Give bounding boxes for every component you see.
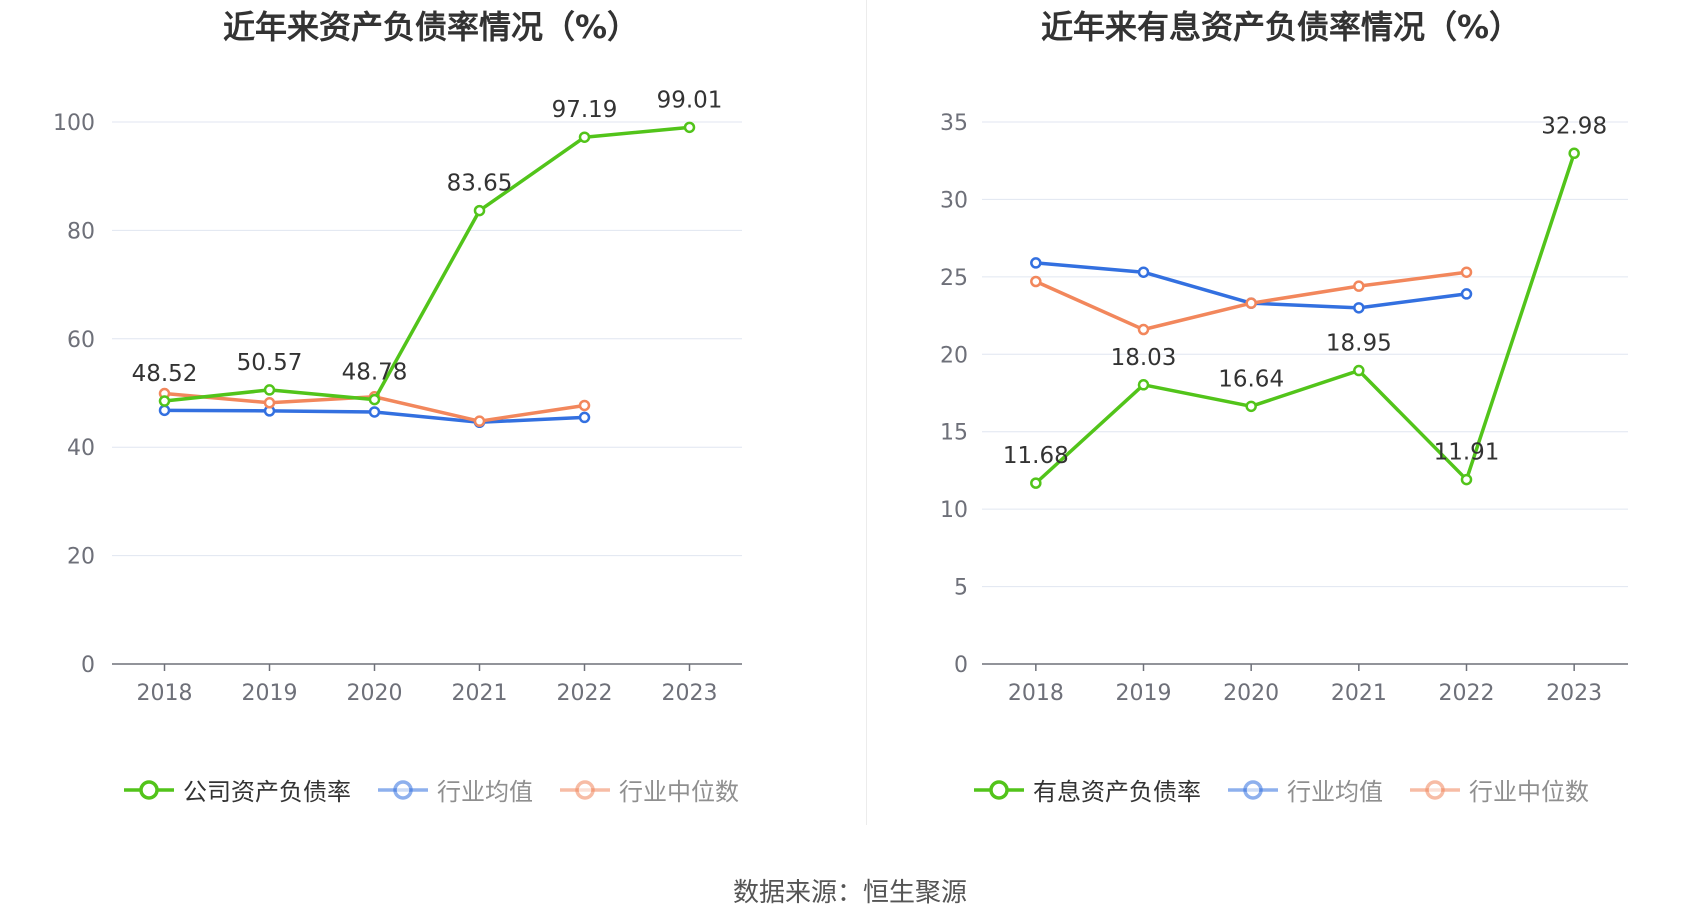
data-point — [368, 393, 381, 406]
data-label: 48.78 — [342, 360, 408, 386]
legend-left: 公司资产负债率 行业均值 行业中位数 — [0, 772, 862, 807]
y-tick-label: 5 — [954, 576, 968, 601]
y-tick-label: 60 — [67, 328, 95, 353]
legend-item[interactable]: 有息资产负债率 — [973, 772, 1201, 807]
x-tick-label: 2018 — [1008, 681, 1064, 706]
data-source: 数据来源：恒生聚源 — [732, 878, 967, 908]
data-label: 83.65 — [447, 171, 513, 197]
legend-label: 有息资产负债率 — [1033, 778, 1201, 806]
legend-label: 公司资产负债率 — [183, 778, 351, 806]
data-point — [1030, 477, 1042, 489]
panel-divider — [866, 0, 867, 825]
data-label: 18.03 — [1111, 345, 1177, 371]
data-point — [1568, 147, 1580, 160]
x-tick-label: 2021 — [1331, 681, 1387, 706]
data-label: 32.98 — [1541, 113, 1607, 139]
legend-item[interactable]: 公司资产负债率 — [123, 772, 351, 807]
x-tick-label: 2022 — [557, 681, 613, 706]
data-point — [578, 399, 591, 412]
data-point — [578, 131, 591, 143]
x-tick-label: 2018 — [137, 681, 193, 706]
x-tick-label: 2023 — [1546, 681, 1602, 706]
data-point — [1460, 266, 1473, 278]
series-line — [164, 125, 690, 403]
data-point — [1460, 288, 1473, 300]
data-point — [263, 397, 276, 409]
data-point — [1245, 400, 1257, 413]
y-tick-label: 100 — [53, 111, 95, 136]
legend-right: 有息资产负债率 行业均值 行业中位数 — [862, 772, 1700, 807]
chart-title: 近年来有息资产负债率情况（%） — [1040, 8, 1522, 46]
data-point — [578, 411, 591, 424]
y-tick-label: 0 — [954, 653, 968, 678]
data-label: 48.52 — [132, 361, 198, 387]
y-tick-label: 40 — [67, 436, 95, 461]
legend-item[interactable]: 行业均值 — [1227, 772, 1383, 807]
data-point — [158, 404, 171, 417]
x-tick-label: 2020 — [347, 681, 403, 706]
legend-swatch-icon — [1410, 779, 1460, 800]
y-tick-label: 30 — [940, 188, 968, 213]
data-point — [1353, 302, 1365, 314]
data-label: 99.01 — [657, 87, 723, 113]
chart-left: 0 20 40 60 80 100 2018 2019 2020 2021 2022 2023 48.5… — [53, 87, 742, 706]
y-tick-label: 20 — [67, 545, 95, 570]
x-tick-label: 2021 — [452, 681, 508, 706]
y-tick-label: 15 — [940, 421, 968, 446]
data-point — [263, 384, 276, 396]
legend-swatch-icon — [124, 779, 174, 800]
data-label: 16.64 — [1218, 366, 1284, 392]
legend-swatch-icon — [1228, 779, 1278, 800]
data-point — [368, 406, 381, 418]
y-tick-label: 10 — [940, 498, 968, 523]
y-tick-label: 80 — [67, 219, 95, 244]
chart-right: 0 5 10 15 20 25 30 35 2018 2019 2020 2021 2022 2023 11… — [940, 111, 1628, 706]
data-point — [473, 204, 486, 217]
series-line — [1034, 152, 1576, 485]
y-tick-label: 0 — [81, 653, 95, 678]
y-tick-label: 20 — [940, 343, 968, 368]
data-point — [158, 395, 171, 407]
y-tick-label: 25 — [940, 266, 968, 291]
data-label: 50.57 — [237, 350, 303, 376]
legend-swatch-icon — [560, 779, 610, 800]
x-tick-label: 2019 — [1116, 681, 1172, 706]
x-tick-label: 2022 — [1439, 681, 1495, 706]
x-tick-label: 2020 — [1223, 681, 1279, 706]
data-point — [1030, 257, 1042, 269]
data-point — [1137, 323, 1150, 336]
data-point — [1137, 266, 1150, 278]
legend-item[interactable]: 行业中位数 — [1409, 772, 1589, 807]
chart-panel-right: 近年来有息资产负债率情况（%） 0 5 10 15 20 25 30 35 2018 2019 20… — [862, 0, 1700, 830]
legend-label: 行业中位数 — [1469, 778, 1589, 806]
legend-label: 行业中位数 — [619, 778, 739, 806]
data-label: 18.95 — [1326, 331, 1392, 357]
x-tick-label: 2019 — [242, 681, 298, 706]
data-label: 11.68 — [1003, 443, 1069, 469]
data-point — [1460, 473, 1473, 486]
data-point — [473, 415, 486, 427]
data-point — [1245, 297, 1257, 309]
data-point — [1353, 280, 1365, 292]
legend-label: 行业均值 — [1287, 778, 1383, 806]
legend-swatch-icon — [974, 779, 1024, 800]
legend-item[interactable]: 行业中位数 — [559, 772, 739, 807]
legend-swatch-icon — [378, 779, 428, 800]
data-label: 97.19 — [552, 97, 618, 123]
legend-item[interactable]: 行业均值 — [377, 772, 533, 807]
y-tick-label: 35 — [940, 111, 968, 136]
chart-title: 近年来资产负债率情况（%） — [222, 8, 640, 46]
data-point — [1353, 364, 1365, 377]
chart-panel-left: 近年来资产负债率情况（%） 0 20 40 60 80 100 2018 2019 2020 20… — [0, 0, 862, 830]
data-label: 11.91 — [1434, 440, 1500, 466]
data-point — [683, 121, 696, 134]
data-point — [1137, 379, 1150, 391]
x-tick-label: 2023 — [662, 681, 718, 706]
data-point — [1030, 275, 1042, 288]
legend-label: 行业均值 — [437, 778, 533, 806]
